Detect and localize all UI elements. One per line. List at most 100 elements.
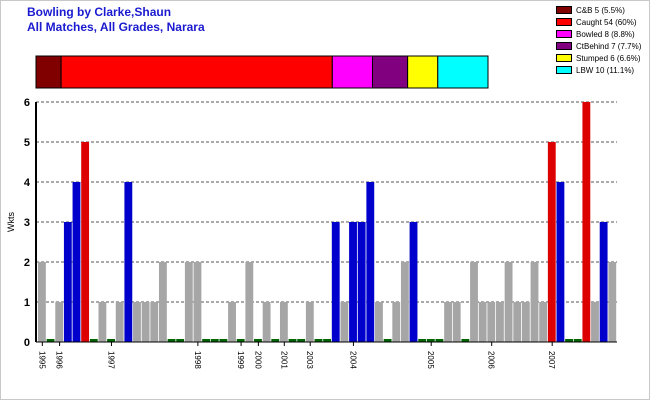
bar [565,339,573,342]
legend-swatch [556,66,572,74]
bar [426,339,435,342]
axes: 0 1 2 3 4 5 6 1995 1996 1997 1998 1999 2000 2001 2003 2… [24,97,617,369]
bar [461,339,470,342]
legend-swatch [556,54,572,62]
dismissal-segment [437,55,489,89]
bar [193,262,202,342]
x-tick-label: 1997 [106,351,115,369]
bar [288,339,297,342]
legend-label: Stumped 6 (6.6%) [576,53,641,63]
bar [81,142,90,342]
bar [279,302,288,342]
bar [547,142,556,342]
x-tick-label: 2003 [305,351,314,369]
x-tick-label: 2007 [547,351,556,369]
bar [55,302,64,342]
bar [158,262,167,342]
bar [89,339,98,342]
bar [228,302,236,342]
y-tick-label: 3 [24,217,30,229]
bar [357,222,366,342]
bar [219,339,228,342]
bars [38,102,617,342]
bar [478,302,487,342]
bar [556,182,565,342]
dismissal-segment [331,55,373,89]
x-tick-label: 1995 [37,351,46,369]
bar [582,102,591,342]
x-tick-label: 1998 [193,351,202,369]
bar [297,339,306,342]
x-tick-label: 2006 [487,351,496,369]
bar [521,302,530,342]
bar [573,339,582,342]
bar [314,339,323,342]
bar [271,339,280,342]
y-tick-label: 4 [24,177,31,189]
x-tick-label: 2005 [426,351,435,369]
bar [487,302,496,342]
bar [530,262,539,342]
y-axis-label: Wkts [6,212,16,232]
bar [38,262,46,342]
dismissal-segment [35,55,62,89]
x-tick-label: 2000 [253,351,262,369]
legend-label: CtBehind 7 (7.7%) [576,41,642,51]
bar [340,302,349,342]
bar [72,182,81,342]
bar [349,222,357,342]
bar [63,222,72,342]
legend-label: C&B 5 (5.5%) [576,5,625,15]
bar [141,302,150,342]
dismissal-segment [60,55,333,89]
dismissal-segment [407,55,439,89]
bar [262,302,271,342]
bar [331,222,340,342]
dismissal-breakdown-bar [35,55,489,89]
legend-swatch [556,18,572,26]
bar [176,339,185,342]
y-tick-label: 2 [24,257,30,269]
legend-label: Bowled 8 (8.8%) [576,29,635,39]
y-tick-label: 5 [24,137,30,149]
bar [470,262,478,342]
bar [418,339,427,342]
bar [245,262,254,342]
bar [392,302,401,342]
bar [435,339,444,342]
bar [409,222,418,342]
legend-swatch [556,6,572,14]
x-tick-label: 2001 [279,351,288,369]
bar [383,339,392,342]
bar [504,262,513,342]
bar [375,302,383,342]
legend-swatch [556,42,572,50]
x-tick-label: 1996 [55,351,64,369]
bar [202,339,211,342]
bar [254,339,262,342]
y-tick-label: 1 [24,297,30,309]
legend: C&B 5 (5.5%) Caught 54 (60%) Bowled 8 (8.8… [556,4,641,76]
grid-lines [36,101,617,303]
bar [513,302,522,342]
x-tick-label: 2004 [348,351,357,369]
bar [452,302,461,342]
bar [496,302,504,342]
bar [167,339,176,342]
legend-label: Caught 54 (60%) [576,17,637,27]
bar [608,262,617,342]
bar [184,262,193,342]
legend-item: LBW 10 (11.1%) [556,64,641,76]
bar [305,302,314,342]
bar [98,302,107,342]
legend-item: Stumped 6 (6.6%) [556,52,641,64]
y-tick-label: 0 [24,337,30,349]
bar [210,339,219,342]
chart-subtitle: All Matches, All Grades, Narara [27,20,205,34]
legend-item: Caught 54 (60%) [556,16,641,28]
bar [444,302,453,342]
legend-label: LBW 10 (11.1%) [576,65,635,75]
bar [591,302,599,342]
bar [107,339,115,342]
